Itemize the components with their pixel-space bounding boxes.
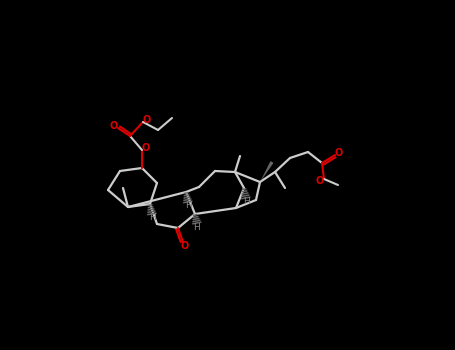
- Text: O: O: [142, 143, 150, 153]
- Text: H: H: [243, 197, 249, 206]
- Text: O: O: [316, 176, 324, 186]
- Text: H: H: [185, 202, 192, 210]
- Text: O: O: [110, 121, 118, 131]
- Text: O: O: [181, 241, 189, 251]
- Polygon shape: [260, 161, 273, 182]
- Text: H: H: [194, 223, 200, 231]
- Text: H: H: [149, 214, 155, 223]
- Text: O: O: [335, 148, 343, 158]
- Text: O: O: [143, 115, 151, 125]
